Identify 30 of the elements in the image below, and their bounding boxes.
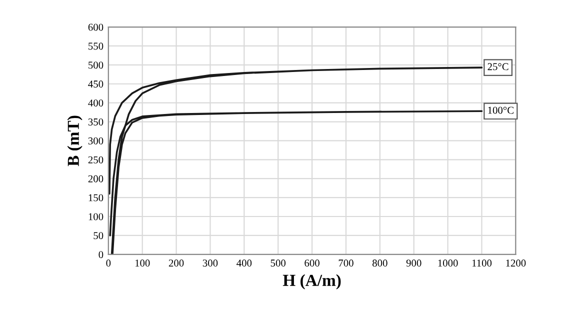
x-tick-label: 300 xyxy=(202,260,218,267)
y-axis-title: B (mT) xyxy=(67,116,82,166)
x-tick-label: 1200 xyxy=(506,260,526,267)
x-tick-label: 400 xyxy=(236,260,252,267)
x-tick-label: 600 xyxy=(304,260,320,267)
y-tick-label: 100 xyxy=(88,213,104,220)
series-label: 25°C xyxy=(488,63,508,70)
y-tick-label: 0 xyxy=(98,251,104,258)
x-tick-label: 700 xyxy=(338,260,354,267)
x-tick-label: 0 xyxy=(106,260,111,267)
y-tick-label: 350 xyxy=(88,118,104,126)
x-tick-label: 900 xyxy=(406,260,422,267)
x-tick-label: 500 xyxy=(270,260,286,267)
x-tick-label: 200 xyxy=(168,260,184,267)
y-tick-label: 450 xyxy=(88,80,104,88)
y-tick-label: 200 xyxy=(88,175,104,182)
series-label: 100°C xyxy=(488,106,514,114)
y-tick-label: 500 xyxy=(88,62,104,69)
x-tick-label: 1000 xyxy=(438,260,458,267)
y-tick-label: 150 xyxy=(88,194,104,202)
x-axis-title: H (A/m) xyxy=(282,274,341,290)
y-tick-label: 50 xyxy=(94,232,104,240)
y-tick-label: 400 xyxy=(88,100,104,107)
y-tick-label: 550 xyxy=(88,42,104,50)
y-tick-label: 300 xyxy=(88,137,104,144)
y-tick-label: 600 xyxy=(88,24,104,31)
y-tick-label: 250 xyxy=(88,156,104,164)
x-tick-label: 800 xyxy=(372,260,388,267)
x-tick-label: 100 xyxy=(135,260,150,267)
x-tick-label: 1100 xyxy=(472,260,492,267)
